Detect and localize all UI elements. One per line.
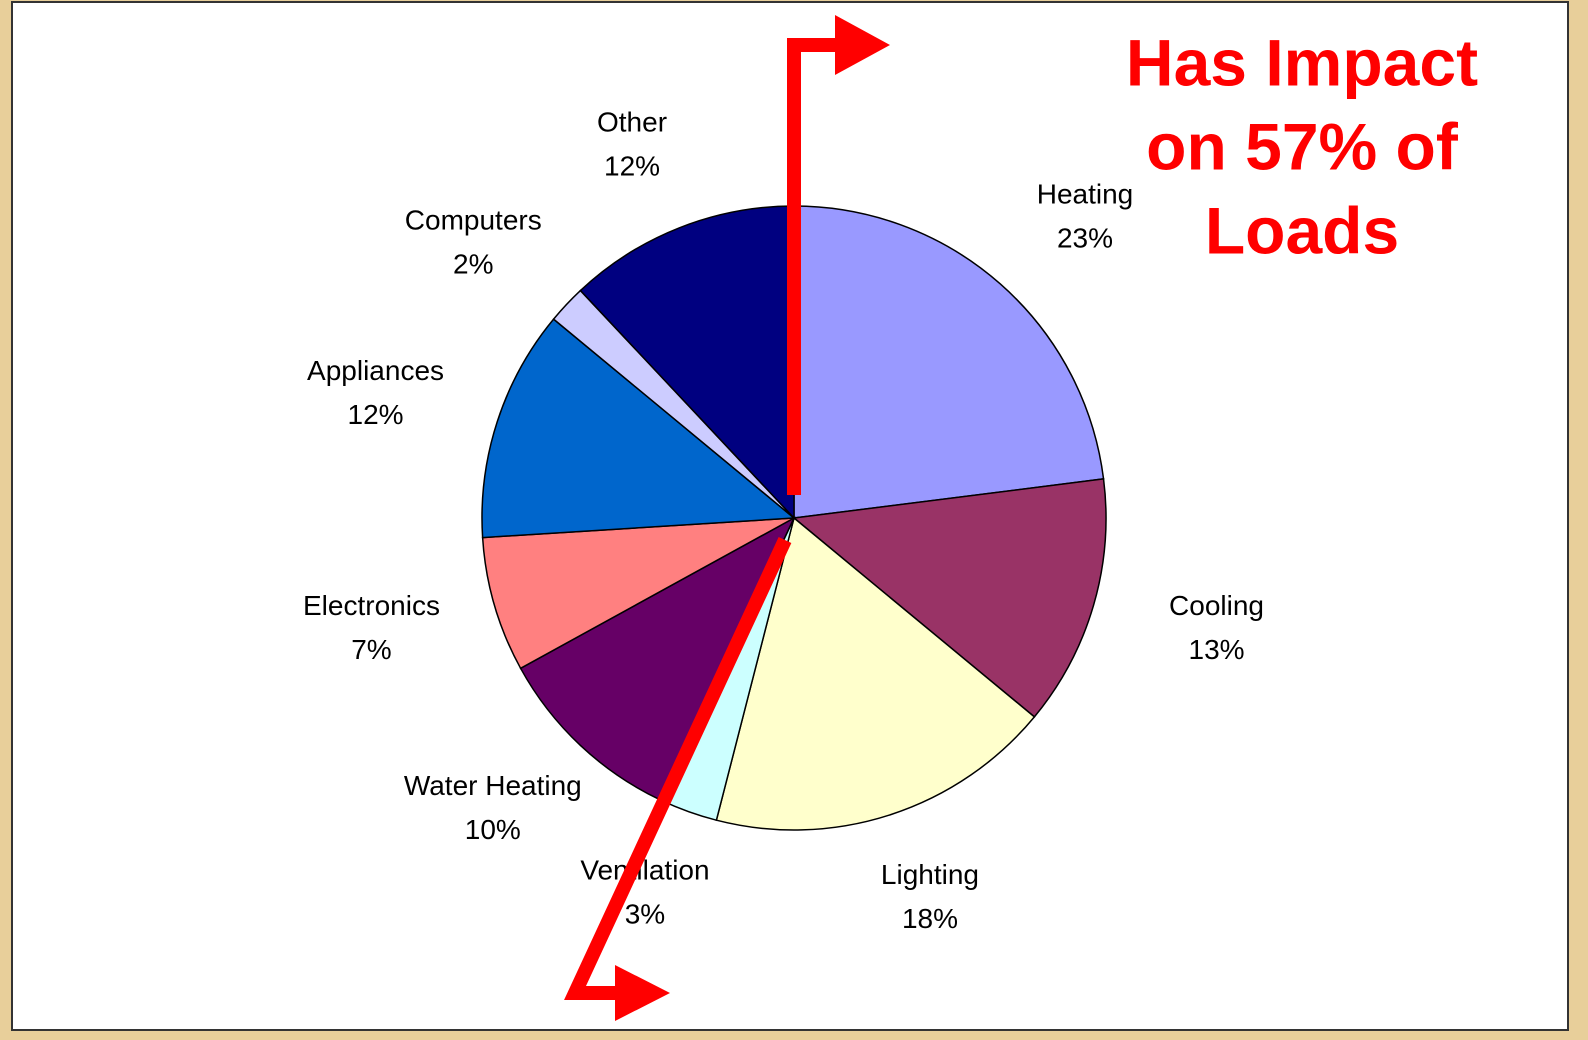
slice-value-label: 18% bbox=[902, 903, 958, 934]
slice-value-label: 13% bbox=[1189, 634, 1245, 665]
pie-slice bbox=[793, 205, 1105, 519]
slice-value-label: 10% bbox=[465, 814, 521, 845]
arrows bbox=[564, 15, 890, 1021]
slice-value-label: 2% bbox=[453, 249, 493, 280]
pie-slice bbox=[579, 205, 795, 520]
slice-label: Computers bbox=[405, 205, 542, 236]
arrow-line bbox=[787, 38, 840, 495]
slice-label: Water Heating bbox=[404, 770, 582, 801]
pie-slice bbox=[481, 318, 796, 539]
slice-value-label: 7% bbox=[351, 634, 391, 665]
slice-value-label: 23% bbox=[1057, 222, 1113, 253]
labels: Heating 23% Cooling 13% Lighting 18% Ventilati… bbox=[303, 106, 1264, 933]
slice-label: Electronics bbox=[303, 590, 440, 621]
arrow-head bbox=[835, 15, 890, 75]
pie-slice bbox=[715, 516, 1036, 831]
slice-label: Ventilation bbox=[580, 855, 709, 886]
slice-label: Cooling bbox=[1169, 590, 1264, 621]
slice-label: Appliances bbox=[307, 355, 444, 386]
pie bbox=[481, 205, 1107, 831]
arrow-head bbox=[615, 965, 670, 1021]
slice-label: Lighting bbox=[881, 859, 979, 890]
pie-slice bbox=[481, 517, 795, 670]
slice-label: Other bbox=[597, 106, 667, 137]
annotation: Has Impact bbox=[1126, 25, 1478, 99]
pie-slice bbox=[519, 516, 796, 802]
annotation: on 57% of bbox=[1146, 109, 1459, 183]
slice-value-label: 12% bbox=[348, 399, 404, 430]
slice-label: Heating bbox=[1037, 178, 1134, 209]
slice-value-label: 3% bbox=[625, 899, 665, 930]
annotation: Loads bbox=[1205, 193, 1399, 267]
arrow-line bbox=[564, 537, 792, 1000]
pie-slice bbox=[792, 478, 1107, 718]
slice-value-label: 12% bbox=[604, 150, 660, 181]
